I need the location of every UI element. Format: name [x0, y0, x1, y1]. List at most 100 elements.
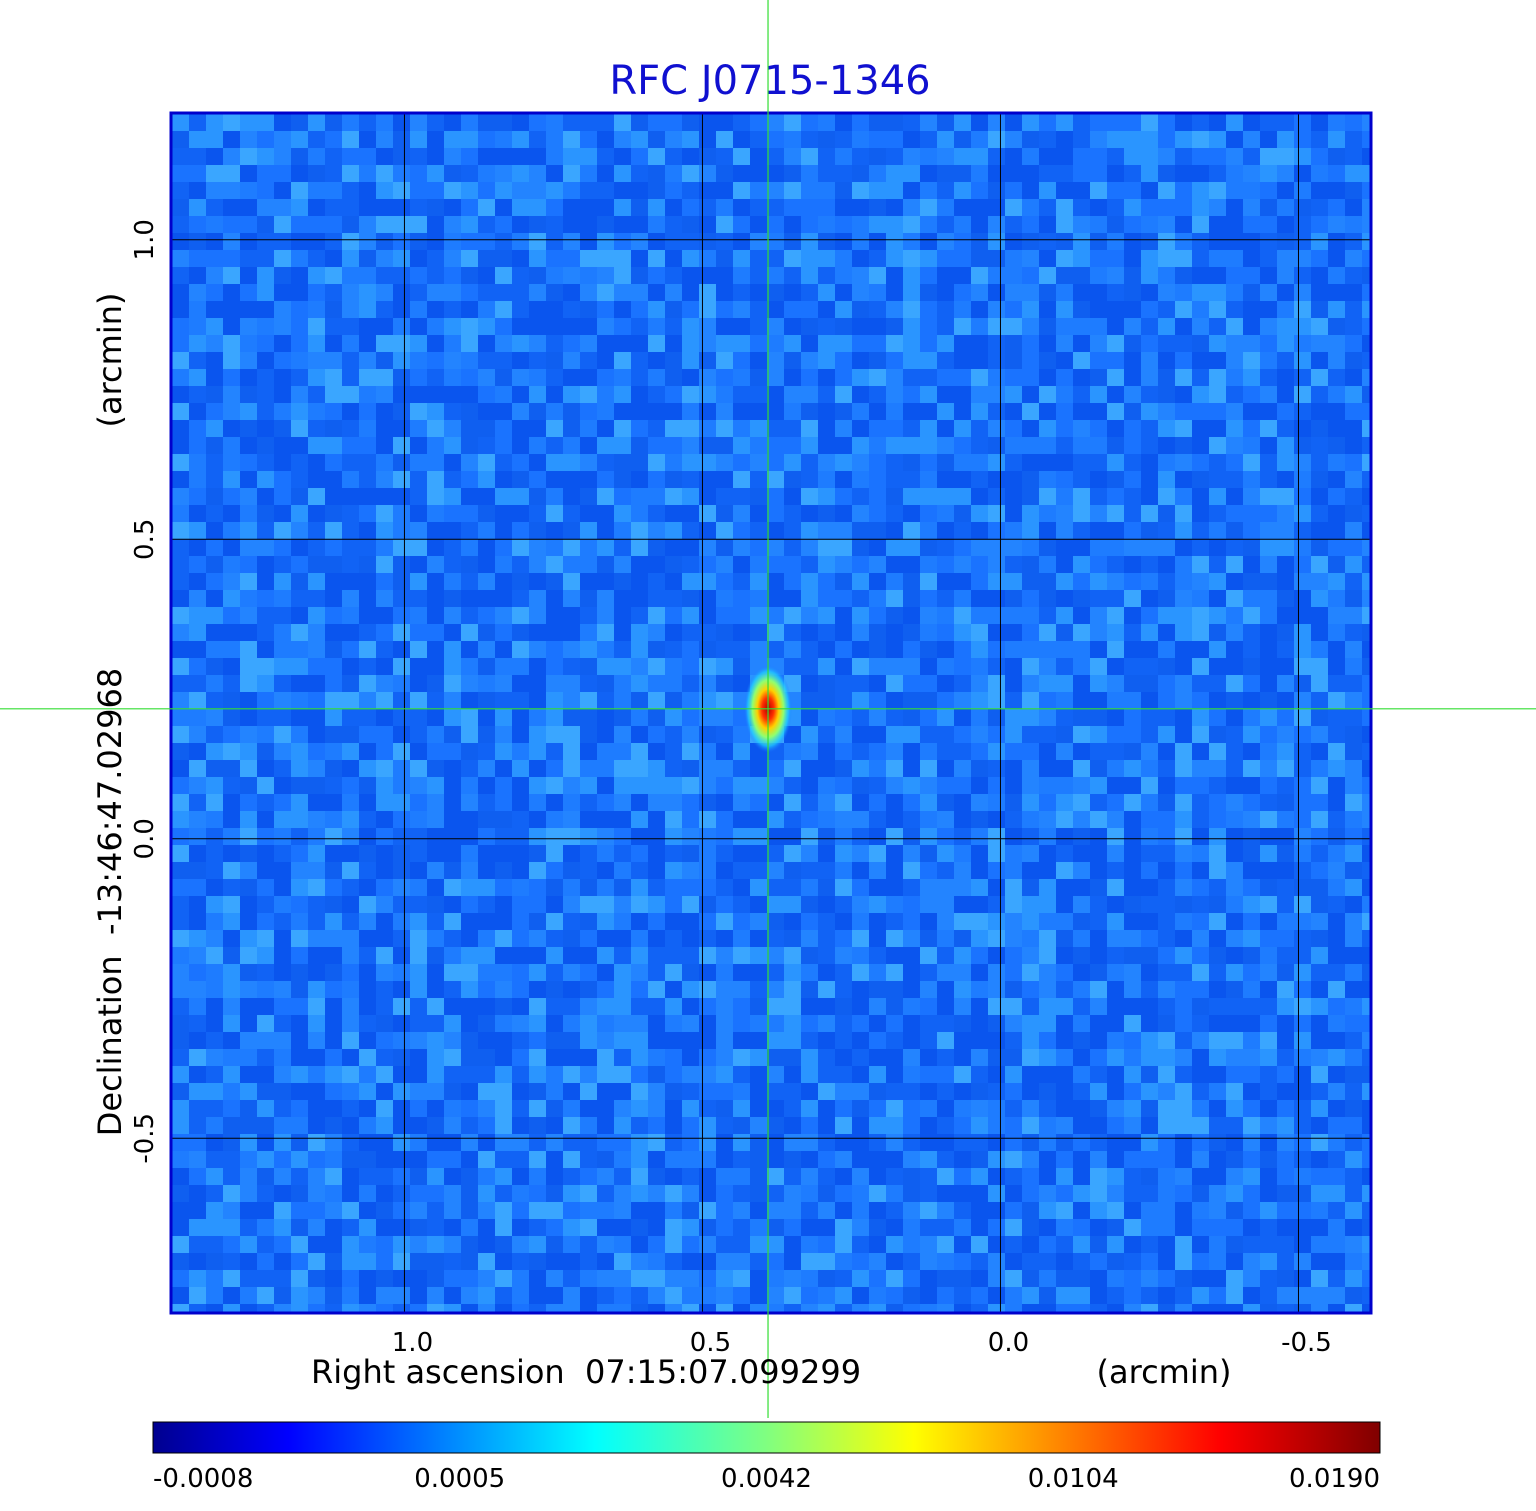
noise-pixel	[376, 1185, 393, 1202]
noise-pixel	[1158, 675, 1175, 692]
noise-pixel	[954, 1032, 971, 1049]
noise-pixel	[1090, 165, 1107, 182]
noise-pixel	[1192, 454, 1209, 471]
noise-pixel	[546, 148, 563, 165]
noise-pixel	[1294, 1049, 1311, 1066]
noise-pixel	[886, 709, 903, 726]
noise-pixel	[1226, 386, 1243, 403]
noise-pixel	[1209, 165, 1226, 182]
noise-pixel	[1277, 913, 1294, 930]
noise-pixel	[665, 318, 682, 335]
noise-pixel	[444, 828, 461, 845]
noise-pixel	[937, 624, 954, 641]
noise-pixel	[1362, 318, 1370, 335]
noise-pixel	[223, 641, 240, 658]
noise-pixel	[478, 879, 495, 896]
noise-pixel	[699, 862, 716, 879]
noise-pixel	[954, 182, 971, 199]
noise-pixel	[614, 862, 631, 879]
noise-pixel	[937, 131, 954, 148]
noise-pixel	[1141, 1151, 1158, 1168]
noise-pixel	[1243, 1185, 1260, 1202]
noise-pixel	[172, 743, 189, 760]
noise-pixel	[1345, 964, 1362, 981]
noise-pixel	[529, 811, 546, 828]
noise-pixel	[597, 590, 614, 607]
noise-pixel	[920, 794, 937, 811]
noise-pixel	[257, 1253, 274, 1270]
noise-pixel	[750, 828, 767, 845]
noise-pixel	[1005, 879, 1022, 896]
noise-pixel	[1209, 233, 1226, 250]
noise-pixel	[495, 743, 512, 760]
noise-pixel	[1260, 1100, 1277, 1117]
noise-pixel	[376, 1151, 393, 1168]
noise-pixel	[512, 1270, 529, 1287]
noise-pixel	[376, 301, 393, 318]
noise-pixel	[1141, 1117, 1158, 1134]
noise-pixel	[308, 437, 325, 454]
noise-pixel	[767, 522, 784, 539]
noise-pixel	[478, 1253, 495, 1270]
noise-pixel	[563, 947, 580, 964]
noise-pixel	[308, 590, 325, 607]
noise-pixel	[1005, 794, 1022, 811]
noise-pixel	[359, 947, 376, 964]
noise-pixel	[920, 267, 937, 284]
noise-pixel	[971, 1185, 988, 1202]
noise-pixel	[1209, 1049, 1226, 1066]
noise-pixel	[461, 335, 478, 352]
noise-pixel	[240, 403, 257, 420]
noise-pixel	[189, 879, 206, 896]
noise-pixel	[546, 199, 563, 216]
noise-pixel	[189, 216, 206, 233]
noise-pixel	[750, 233, 767, 250]
noise-pixel	[750, 777, 767, 794]
noise-pixel	[988, 998, 1005, 1015]
noise-pixel	[1056, 386, 1073, 403]
noise-pixel	[274, 1151, 291, 1168]
noise-pixel	[937, 539, 954, 556]
noise-pixel	[546, 998, 563, 1015]
noise-pixel	[920, 981, 937, 998]
noise-pixel	[1226, 505, 1243, 522]
noise-pixel	[1141, 1100, 1158, 1117]
noise-pixel	[308, 641, 325, 658]
noise-pixel	[852, 641, 869, 658]
noise-pixel	[1124, 624, 1141, 641]
noise-pixel	[1056, 284, 1073, 301]
noise-pixel	[1124, 641, 1141, 658]
noise-pixel	[1124, 811, 1141, 828]
noise-pixel	[1039, 760, 1056, 777]
noise-pixel	[393, 624, 410, 641]
noise-pixel	[1209, 981, 1226, 998]
noise-pixel	[1056, 301, 1073, 318]
noise-pixel	[1124, 1270, 1141, 1287]
noise-pixel	[1328, 981, 1345, 998]
noise-pixel	[801, 1117, 818, 1134]
noise-pixel	[461, 131, 478, 148]
noise-pixel	[529, 369, 546, 386]
noise-pixel	[682, 896, 699, 913]
noise-pixel	[954, 1185, 971, 1202]
noise-pixel	[325, 1236, 342, 1253]
noise-pixel	[223, 1304, 240, 1312]
noise-pixel	[1073, 879, 1090, 896]
noise-pixel	[614, 1236, 631, 1253]
noise-pixel	[988, 777, 1005, 794]
noise-pixel	[1124, 1151, 1141, 1168]
noise-pixel	[1158, 420, 1175, 437]
noise-pixel	[529, 1168, 546, 1185]
noise-pixel	[1260, 1202, 1277, 1219]
noise-pixel	[1175, 879, 1192, 896]
noise-pixel	[1158, 1066, 1175, 1083]
noise-pixel	[716, 1253, 733, 1270]
noise-pixel	[716, 845, 733, 862]
noise-pixel	[886, 1083, 903, 1100]
noise-pixel	[1260, 1032, 1277, 1049]
noise-pixel	[818, 573, 835, 590]
noise-pixel	[750, 539, 767, 556]
noise-pixel	[1243, 233, 1260, 250]
noise-pixel	[631, 981, 648, 998]
noise-pixel	[1243, 1083, 1260, 1100]
